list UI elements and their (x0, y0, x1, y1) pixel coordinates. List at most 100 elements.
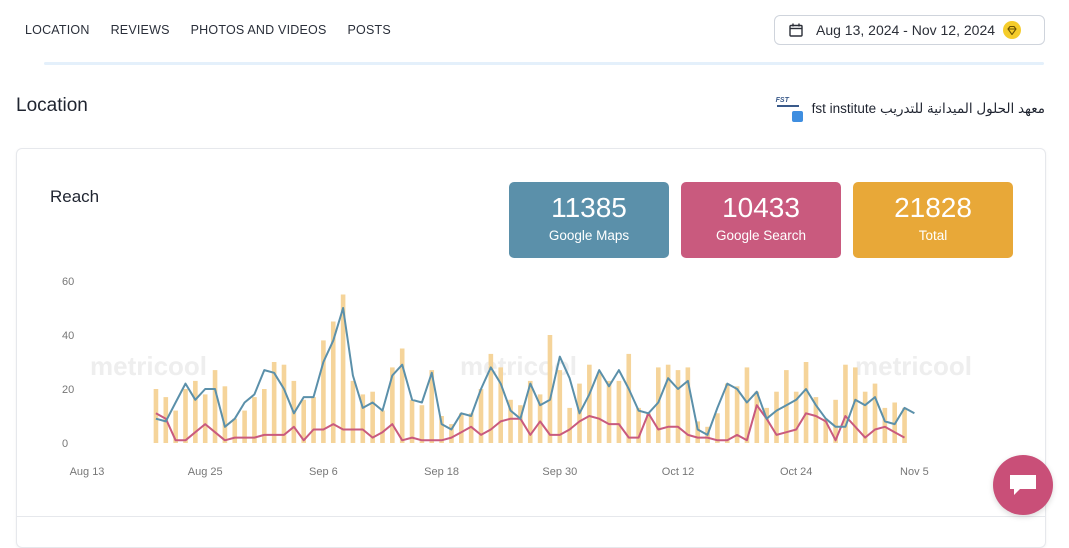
bar-total (567, 407, 572, 443)
bar-total (754, 391, 760, 443)
tab-posts[interactable]: POSTS (347, 23, 391, 37)
bar-total (232, 418, 238, 443)
bar-total (459, 413, 464, 443)
bar-total (193, 380, 198, 443)
tab-photos-and-videos[interactable]: PHOTOS AND VIDEOS (190, 23, 327, 37)
reach-card: Reach 11385 Google Maps 10433 Google Sea… (16, 148, 1046, 548)
stat-value: 10433 (722, 192, 800, 223)
date-range-picker[interactable]: Aug 13, 2024 - Nov 12, 2024 (774, 15, 1045, 45)
google-business-icon (791, 111, 803, 122)
bar-total (478, 389, 484, 443)
bar-total (872, 383, 878, 443)
bar-total (636, 407, 641, 443)
stat-label: Total (918, 228, 948, 243)
x-tick-label: Sep 6 (309, 466, 338, 478)
watermark-text: metricool (90, 351, 207, 381)
bar-total (311, 397, 316, 443)
bar-total (419, 405, 425, 443)
date-range-label: Aug 13, 2024 - Nov 12, 2024 (816, 22, 996, 38)
bar-total (153, 389, 159, 443)
bar-total (596, 372, 602, 443)
bar-total (744, 367, 750, 443)
bar-total (271, 362, 277, 443)
bar-total (784, 370, 789, 443)
bar-total (321, 340, 326, 443)
bar-total (902, 407, 907, 443)
bar-total (468, 413, 474, 443)
stat-value: 21828 (894, 192, 972, 223)
calendar-icon (789, 23, 803, 37)
bar-total (508, 399, 513, 443)
bar-total (685, 367, 691, 443)
bar-total (183, 389, 188, 443)
tab-bar: LOCATION REVIEWS PHOTOS AND VIDEOS POSTS (25, 23, 412, 37)
bar-total (498, 367, 503, 443)
series-line-google-search (155, 404, 905, 442)
bar-total (665, 364, 671, 443)
bar-total (734, 386, 740, 443)
bar-total (390, 367, 395, 443)
bar-total (340, 294, 346, 443)
bar-total (527, 380, 533, 443)
x-tick-label: Sep 30 (542, 466, 577, 478)
x-tick-label: Oct 12 (662, 466, 694, 478)
tab-location[interactable]: LOCATION (25, 23, 90, 37)
card-divider (17, 516, 1045, 517)
bar-total (764, 407, 769, 443)
stat-total: 21828 Total (853, 182, 1013, 258)
chat-button[interactable] (993, 455, 1053, 515)
x-tick-label: Oct 24 (780, 466, 812, 478)
bar-total (222, 386, 228, 443)
bar-total (173, 410, 178, 443)
bar-total (793, 391, 799, 443)
x-tick-label: Aug 13 (70, 466, 105, 478)
bar-total (557, 370, 563, 443)
bar-total (843, 364, 848, 443)
bar-total (606, 380, 612, 443)
bar-total (675, 370, 681, 443)
bar-total (242, 410, 247, 443)
bar-total (488, 353, 494, 443)
account-selector[interactable]: FST معهد الحلول الميدانية للتدريب fst in… (776, 96, 1045, 122)
stat-google-maps: 11385 Google Maps (509, 182, 669, 258)
reach-title: Reach (50, 187, 100, 206)
tab-reviews[interactable]: REVIEWS (110, 23, 170, 37)
bar-total (537, 394, 543, 443)
bar-total (330, 321, 336, 443)
bar-total (350, 380, 356, 443)
bar-total (616, 380, 622, 443)
bar-total (882, 407, 888, 443)
header-divider (44, 62, 1044, 65)
bar-total (715, 413, 720, 443)
bar-total (429, 370, 435, 443)
bar-total (774, 391, 779, 443)
bar-total (252, 397, 257, 443)
bar-total (547, 335, 553, 443)
bar-total (803, 362, 809, 443)
bar-total (449, 424, 454, 443)
bar-total (212, 370, 218, 443)
y-tick-label: 40 (62, 330, 74, 342)
bar-total (823, 418, 829, 443)
stat-label: Google Maps (548, 228, 630, 243)
account-name: معهد الحلول الميدانية للتدريب fst instit… (811, 101, 1045, 116)
bar-total (399, 348, 405, 443)
top-navigation: LOCATION REVIEWS PHOTOS AND VIDEOS POSTS Au… (0, 0, 1069, 62)
diamond-icon (1003, 21, 1022, 39)
bar-total (695, 421, 700, 443)
chat-icon (1010, 475, 1036, 495)
bar-total (202, 394, 208, 443)
bar-total (370, 391, 375, 443)
bar-total (409, 399, 415, 443)
stat-label: Google Search (715, 228, 807, 243)
x-tick-label: Sep 18 (424, 466, 459, 478)
bar-total (646, 413, 651, 443)
bar-total (587, 364, 592, 443)
bar-total (380, 410, 385, 443)
bar-total (518, 405, 523, 443)
y-tick-label: 0 (62, 438, 68, 450)
account-logo-text: FST (775, 97, 789, 104)
bar-total (813, 397, 819, 443)
account-logo: FST (775, 96, 803, 122)
bar-total (853, 367, 858, 443)
